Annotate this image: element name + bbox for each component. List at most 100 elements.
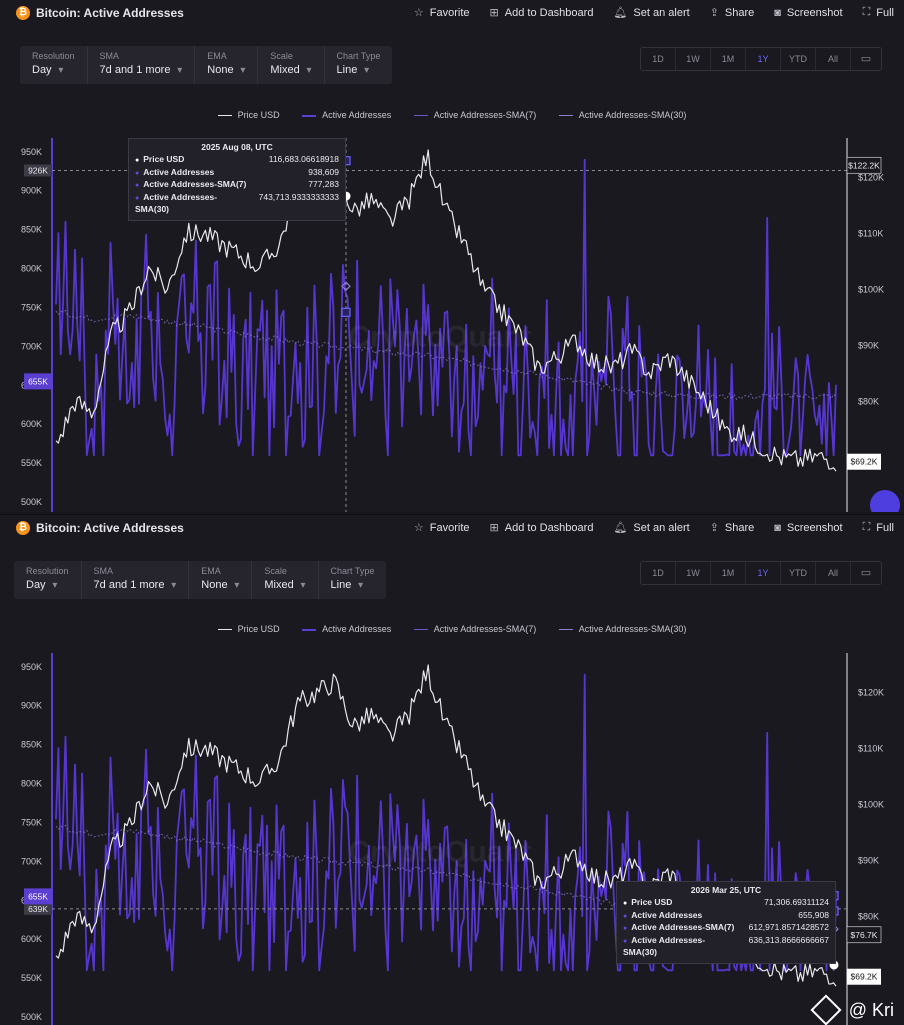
legend-price[interactable]: Price USD bbox=[217, 624, 280, 634]
legend-sma30[interactable]: Active Addresses-SMA(30) bbox=[558, 624, 686, 634]
calendar-icon[interactable]: ▭ bbox=[860, 567, 872, 579]
tooltip-value: 743,713.9333333333 bbox=[258, 191, 339, 202]
tooltip-value: 655,908 bbox=[798, 909, 829, 920]
calendar-icon[interactable]: ▭ bbox=[860, 53, 872, 65]
price-usd-line bbox=[55, 149, 837, 472]
scale-select[interactable]: Scale Mixed bbox=[252, 561, 319, 599]
star-icon: ☆ bbox=[413, 522, 424, 534]
screenshot-button[interactable]: ◙ Screenshot bbox=[774, 521, 842, 534]
crosshair-left-label-bg bbox=[24, 902, 52, 915]
range-1y[interactable]: 1Y bbox=[746, 562, 781, 584]
range-1w[interactable]: 1W bbox=[676, 48, 711, 70]
favorite-label: Favorite bbox=[429, 6, 470, 19]
ema-select[interactable]: EMA None bbox=[195, 46, 259, 84]
right-axis-label: $76.7K bbox=[851, 930, 878, 940]
crosshair-left-label-bg bbox=[24, 164, 52, 177]
chat-bubble-button[interactable] bbox=[870, 490, 900, 512]
chart-legend: Price USD Active Addresses Active Addres… bbox=[0, 624, 904, 634]
legend-active[interactable]: Active Addresses bbox=[302, 624, 391, 634]
chart-controls: Resolution Day SMA 7d and 1 more EMA None S… bbox=[14, 561, 387, 599]
legend-active-label: Active Addresses bbox=[322, 624, 392, 634]
range-all[interactable]: All bbox=[816, 48, 851, 70]
tooltip-row-active: Active Addresses 655,908 bbox=[623, 910, 829, 923]
camera-icon: ◙ bbox=[774, 521, 781, 534]
chart-type-select[interactable]: Chart Type Line bbox=[325, 46, 393, 84]
chart-type-select[interactable]: Chart Type Line bbox=[319, 561, 387, 599]
tooltip-row-active: Active Addresses 938,609 bbox=[135, 167, 339, 180]
star-icon: ☆ bbox=[413, 7, 424, 19]
chart-panel-top: ₿ Bitcoin: Active Addresses ☆ Favorite ⊞ A… bbox=[0, 0, 904, 512]
range-selector: 1D 1W 1M 1Y YTD All ▭ bbox=[640, 561, 882, 585]
set-alert-label: Set an alert bbox=[633, 6, 690, 19]
set-alert-button[interactable]: 🔔︎ Set an alert bbox=[613, 6, 690, 20]
range-1m[interactable]: 1M bbox=[711, 562, 746, 584]
add-dashboard-button[interactable]: ⊞ Add to Dashboard bbox=[490, 6, 594, 20]
crosshair-left-label: 926K bbox=[28, 165, 48, 175]
range-ytd[interactable]: YTD bbox=[781, 562, 816, 584]
left-axis-tick: 750K bbox=[21, 302, 42, 312]
share-icon: ⇪ bbox=[709, 522, 719, 534]
legend-active[interactable]: Active Addresses bbox=[302, 110, 391, 120]
range-all[interactable]: All bbox=[816, 562, 851, 584]
legend-active-label: Active Addresses bbox=[322, 110, 392, 120]
tooltip-value: 938,609 bbox=[308, 166, 339, 177]
left-axis-tick: 850K bbox=[21, 740, 42, 750]
tooltip-key: Price USD bbox=[135, 154, 184, 167]
watermark: @ Kri bbox=[810, 994, 894, 1025]
active-addresses-line bbox=[55, 158, 837, 457]
favorite-button[interactable]: ☆ Favorite bbox=[413, 6, 470, 20]
favorite-button[interactable]: ☆ Favorite bbox=[413, 521, 470, 535]
right-axis-label-bg bbox=[847, 968, 881, 985]
toolbar: ☆ Favorite ⊞ Add to Dashboard 🔔︎ Set an ale… bbox=[414, 6, 894, 19]
resolution-select[interactable]: Resolution Day bbox=[14, 561, 82, 599]
add-dashboard-label: Add to Dashboard bbox=[504, 521, 594, 534]
left-axis-tick: 500K bbox=[21, 497, 42, 507]
ema-label: EMA bbox=[207, 51, 227, 61]
add-dashboard-button[interactable]: ⊞ Add to Dashboard bbox=[490, 521, 594, 535]
legend-price[interactable]: Price USD bbox=[217, 110, 280, 120]
legend-sma7[interactable]: Active Addresses-SMA(7) bbox=[413, 110, 536, 120]
sma-select[interactable]: SMA 7d and 1 more bbox=[82, 561, 190, 599]
range-ytd[interactable]: YTD bbox=[781, 48, 816, 70]
screenshot-label: Screenshot bbox=[786, 6, 843, 19]
hover-marker-sma7 bbox=[341, 281, 351, 292]
favorite-label: Favorite bbox=[429, 521, 470, 534]
resolution-label: Resolution bbox=[26, 566, 69, 576]
scale-label: Scale bbox=[264, 566, 287, 576]
range-1d[interactable]: 1D bbox=[641, 48, 676, 70]
sma-select[interactable]: SMA 7d and 1 more bbox=[88, 46, 196, 84]
chart-tooltip: 2026 Mar 25, UTC Price USD 71,306.6931112… bbox=[616, 881, 836, 964]
tooltip-row-sma30: Active Addresses-SMA(30) 636,313.86666666… bbox=[623, 935, 829, 959]
legend-sma7[interactable]: Active Addresses-SMA(7) bbox=[413, 624, 536, 634]
bitcoin-icon: ₿ bbox=[16, 521, 30, 535]
range-1m[interactable]: 1M bbox=[711, 48, 746, 70]
chart-type-label: Chart Type bbox=[336, 51, 381, 61]
legend-sma30[interactable]: Active Addresses-SMA(30) bbox=[558, 110, 686, 120]
toolbar: ☆ Favorite ⊞ Add to Dashboard 🔔︎ Set an ale… bbox=[414, 521, 894, 534]
range-1w[interactable]: 1W bbox=[676, 562, 711, 584]
watermark-text: @ Kri bbox=[848, 999, 894, 1020]
range-1y[interactable]: 1Y bbox=[746, 48, 781, 70]
resolution-select[interactable]: Resolution Day bbox=[20, 46, 88, 84]
screenshot-button[interactable]: ◙ Screenshot bbox=[774, 6, 842, 19]
left-axis-tick: 800K bbox=[21, 264, 42, 274]
range-1d[interactable]: 1D bbox=[641, 562, 676, 584]
right-axis-tick: $90K bbox=[858, 855, 879, 865]
chart-svg-bottom[interactable]: 950K900K850K800K750K700K650K600K550K500K… bbox=[0, 645, 904, 1025]
right-axis-label: $122.2K bbox=[848, 160, 880, 170]
legend-price-label: Price USD bbox=[237, 624, 280, 634]
left-axis-tick: 900K bbox=[21, 186, 42, 196]
set-alert-button[interactable]: 🔔︎ Set an alert bbox=[613, 521, 689, 535]
right-axis-label-bg bbox=[847, 453, 881, 470]
tooltip-date: 2026 Mar 25, UTC bbox=[690, 885, 762, 895]
share-button[interactable]: ⇪ Share bbox=[710, 6, 755, 20]
scale-select[interactable]: Scale Mixed bbox=[258, 46, 325, 84]
full-label: Full bbox=[876, 6, 894, 19]
left-axis-marker: 655K bbox=[28, 891, 48, 901]
full-button[interactable]: ⛶ Full bbox=[863, 521, 894, 534]
share-button[interactable]: ⇪ Share bbox=[709, 521, 755, 535]
chart-type-label: Chart Type bbox=[330, 566, 375, 576]
left-axis-tick: 500K bbox=[21, 1012, 42, 1022]
ema-select[interactable]: EMA None bbox=[189, 561, 253, 599]
full-button[interactable]: ⛶ Full bbox=[863, 6, 894, 19]
